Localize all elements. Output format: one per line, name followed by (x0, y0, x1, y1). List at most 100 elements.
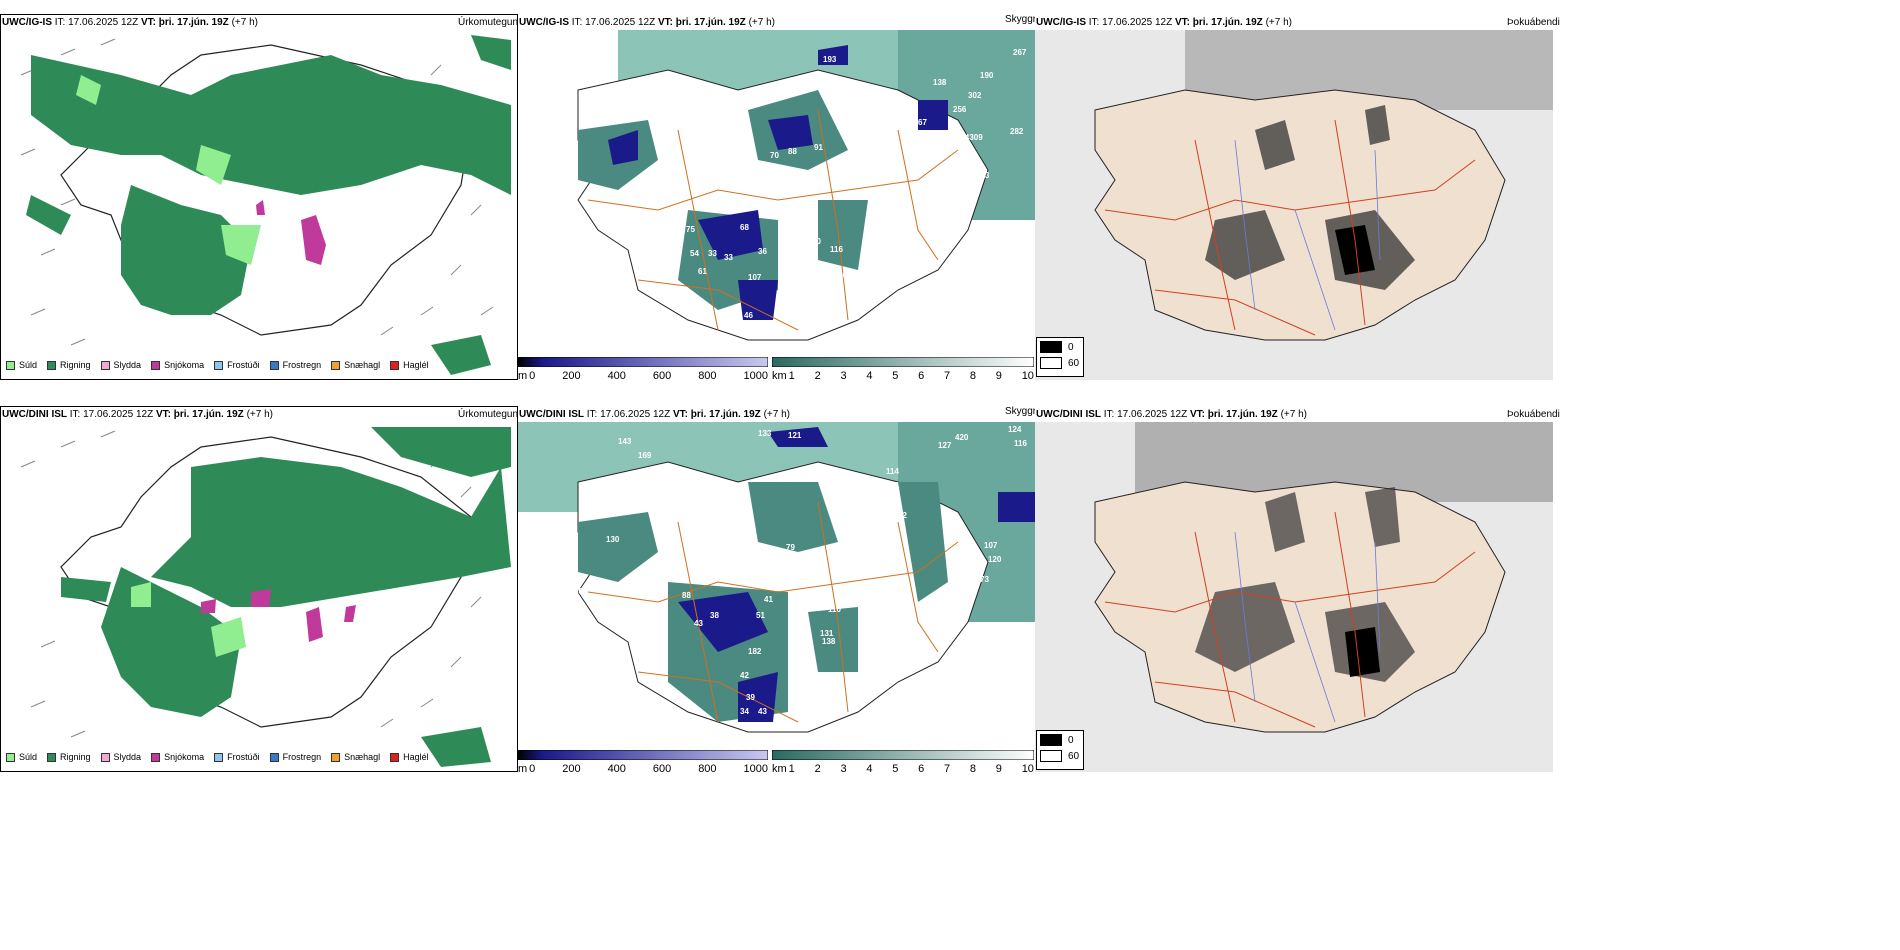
svg-text:54: 54 (690, 249, 699, 258)
fog-panel-row1 (1035, 14, 1553, 380)
svg-text:138: 138 (933, 78, 947, 87)
svg-text:256: 256 (953, 105, 967, 114)
height-scale-bar (517, 356, 769, 368)
svg-text:42: 42 (740, 671, 749, 680)
svg-text:45: 45 (763, 345, 772, 354)
svg-text:169: 169 (638, 451, 652, 460)
legend-item: Rigning (47, 360, 91, 370)
svg-text:116: 116 (830, 245, 843, 254)
fog-map-graphic (1035, 422, 1553, 772)
legend-item: Rigning (47, 752, 91, 762)
visibility-map: 133 121 124 116 127 420 143 169 65 114 121 112 59 1… (518, 422, 1035, 764)
svg-text:182: 182 (748, 647, 762, 656)
height-scale-row2: m 0 200 400 600 800 1000 (517, 749, 769, 775)
legend-item: Snjókoma (151, 360, 204, 370)
svg-text:120: 120 (988, 555, 1002, 564)
svg-text:107: 107 (984, 541, 998, 550)
svg-text:252: 252 (920, 135, 934, 144)
legend-item: Snæhagl (331, 752, 380, 762)
svg-text:68: 68 (740, 223, 749, 232)
precip-panel-row1: UWC/IG-IS IT: 17.06.2025 12Z VT: þri. 17… (0, 14, 518, 380)
visibility-scale-row1: km 1 2 3 4 5 6 7 8 9 10 (771, 356, 1035, 382)
svg-text:110: 110 (828, 605, 841, 614)
svg-text:96: 96 (890, 133, 899, 142)
svg-text:30: 30 (574, 587, 583, 596)
svg-text:91: 91 (814, 143, 823, 152)
panel-header-row2-vis: UWC/DINI ISL IT: 17.06.2025 12Z VT: þri.… (519, 409, 790, 420)
fog-map (1035, 422, 1553, 772)
svg-text:70: 70 (770, 151, 779, 160)
svg-text:36: 36 (758, 247, 767, 256)
svg-text:139: 139 (878, 121, 892, 130)
svg-text:43: 43 (758, 707, 767, 716)
visibility-map: 193 246 138 190 267 302 256 282 62 102 139 96 3643… (518, 30, 1035, 372)
legend-item: Frostúði (214, 360, 260, 370)
panel-title-row2-precip: Úrkomutegund (458, 409, 524, 420)
svg-text:69: 69 (783, 183, 792, 192)
svg-text:60: 60 (796, 219, 805, 228)
svg-text:61: 61 (698, 267, 707, 276)
svg-text:59: 59 (718, 563, 727, 572)
svg-text:127: 127 (938, 441, 952, 450)
svg-text:79: 79 (786, 543, 795, 552)
svg-text:41: 41 (764, 595, 773, 604)
svg-text:131: 131 (820, 629, 834, 638)
svg-text:246: 246 (636, 83, 650, 92)
legend-item: Súld (6, 360, 37, 370)
panel-title-row1-precip: Úrkomutegund (458, 17, 524, 28)
legend-item: Súld (6, 752, 37, 762)
svg-text:267: 267 (1013, 48, 1027, 57)
svg-text:282: 282 (1010, 127, 1024, 136)
panel-header-row1-vis: UWC/IG-IS IT: 17.06.2025 12Z VT: þri. 17… (519, 17, 775, 28)
fog-map (1035, 30, 1553, 380)
height-scale-bar (517, 749, 769, 761)
panel-header-row2-precip: UWC/DINI ISL IT: 17.06.2025 12Z VT: þri.… (2, 409, 273, 420)
svg-text:86: 86 (650, 313, 659, 322)
svg-text:54: 54 (745, 328, 754, 337)
svg-text:420: 420 (955, 433, 969, 442)
svg-text:62: 62 (613, 95, 622, 104)
legend-item: Slydda (100, 752, 141, 762)
svg-text:59: 59 (650, 591, 659, 600)
svg-text:88: 88 (682, 591, 691, 600)
legend-item: Frostregn (269, 360, 321, 370)
svg-text:121: 121 (886, 481, 900, 490)
visibility-map-graphic: 133 121 124 116 127 420 143 169 65 114 121 112 59 1… (518, 422, 1035, 733)
legend-item: Haglél (390, 360, 429, 370)
precip-map-graphic (20, 427, 511, 767)
panel-title-row2-fog: Þokuábendi (1507, 409, 1560, 420)
precip-panel-row2: Súld Rigning Slydda Snjókoma Frostúði Fr… (0, 406, 518, 772)
legend-item: Slydda (100, 360, 141, 370)
svg-text:364309: 364309 (956, 133, 983, 142)
svg-text:302: 302 (968, 91, 982, 100)
svg-text:107: 107 (748, 273, 762, 282)
svg-text:65: 65 (623, 473, 632, 482)
svg-text:203: 203 (976, 171, 990, 180)
svg-text:98: 98 (922, 147, 931, 156)
visibility-panel-row2: 133 121 124 116 127 420 143 169 65 114 121 112 59 1… (518, 406, 1035, 772)
svg-text:73: 73 (932, 241, 941, 250)
legend-item: Snæhagl (331, 360, 380, 370)
fog-scale-row1: 0 60 (1036, 337, 1084, 377)
precip-map (0, 14, 518, 380)
svg-text:138: 138 (822, 637, 836, 646)
fog-panel-row2 (1035, 406, 1553, 772)
visibility-panel-row1: 193 246 138 190 267 302 256 282 62 102 139 96 3643… (518, 14, 1035, 380)
legend-item: Frostregn (269, 752, 321, 762)
svg-text:46: 46 (744, 311, 753, 320)
svg-text:121: 121 (788, 431, 802, 440)
fog-scale-row2: 0 60 (1036, 730, 1084, 770)
svg-text:143: 143 (618, 437, 632, 446)
svg-text:33: 33 (708, 249, 717, 258)
svg-text:34: 34 (740, 707, 749, 716)
legend-item: Haglél (390, 752, 429, 762)
legend-item: Frostúði (214, 752, 260, 762)
legend-item: Snjókoma (151, 752, 204, 762)
visibility-scale-row2: km 1 2 3 4 5 6 7 8 9 10 (771, 749, 1035, 775)
svg-text:33: 33 (724, 253, 733, 262)
svg-text:254: 254 (726, 571, 740, 580)
svg-text:39: 39 (746, 693, 755, 702)
svg-text:43: 43 (694, 619, 703, 628)
panel-header-row2-fog: UWC/DINI ISL IT: 17.06.2025 12Z VT: þri.… (1036, 409, 1307, 420)
